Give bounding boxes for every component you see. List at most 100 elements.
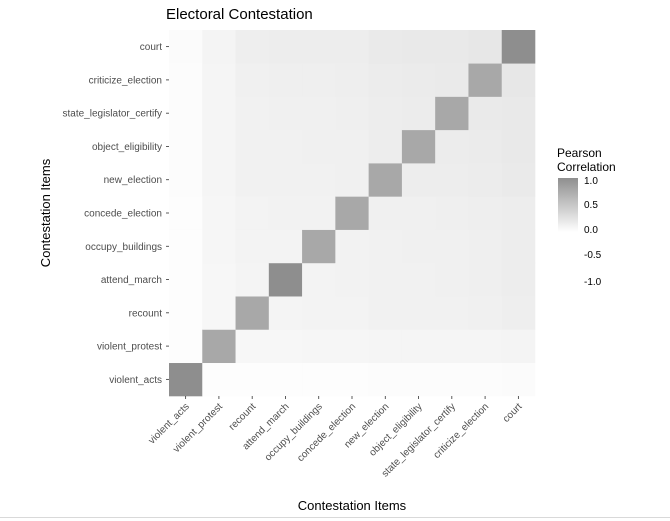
heatmap-cell xyxy=(169,229,203,264)
legend-tick-label: -1.0 xyxy=(584,277,602,288)
legend-colorbar xyxy=(558,178,578,232)
heatmap-cell xyxy=(268,30,303,64)
heatmap-cell xyxy=(401,196,436,230)
heatmap-cell xyxy=(435,296,469,330)
heatmap-cell xyxy=(435,30,469,64)
heatmap-cell xyxy=(235,329,270,364)
heatmap-cell xyxy=(235,229,270,264)
heatmap-cell xyxy=(401,163,436,197)
heatmap-cell xyxy=(335,229,369,264)
heatmap-cell xyxy=(235,63,270,97)
heatmap-cell xyxy=(268,96,303,131)
heatmap-cell xyxy=(335,262,369,297)
heatmap-cell xyxy=(368,63,403,97)
legend-tick-labels: 1.0 0.5 0.0 -0.5 -1.0 xyxy=(584,176,602,288)
heatmap-cell xyxy=(268,229,303,264)
heatmap-cell xyxy=(335,362,369,397)
heatmap-cell xyxy=(268,329,303,364)
y-axis-tick-label: object_eligibility xyxy=(92,142,162,153)
window-bottom-border xyxy=(0,517,670,518)
heatmap-cell xyxy=(335,196,369,230)
heatmap-cell xyxy=(501,329,536,364)
y-axis-tick-label: new_election xyxy=(104,175,162,186)
heatmap-cell xyxy=(235,296,270,330)
legend-tick-label: 1.0 xyxy=(584,176,598,187)
heatmap-cell xyxy=(368,362,403,397)
heatmap-cell xyxy=(501,362,536,397)
heatmap-cell xyxy=(202,362,236,397)
heatmap-cell xyxy=(468,262,503,297)
heatmap-cell xyxy=(202,229,236,264)
heatmap-cell xyxy=(268,63,303,97)
heatmap-cell xyxy=(302,30,336,64)
heatmap-cell xyxy=(368,196,403,230)
heatmap-cell xyxy=(268,196,303,230)
heatmap-cell xyxy=(335,163,369,197)
heatmap-cell xyxy=(335,30,369,64)
heatmap-cell xyxy=(202,129,236,164)
heatmap-cell xyxy=(401,229,436,264)
heatmap-cell xyxy=(401,262,436,297)
heatmap-cell xyxy=(202,63,236,97)
heatmap-cell xyxy=(335,296,369,330)
heatmap-cell xyxy=(435,129,469,164)
heatmap-cell xyxy=(235,362,270,397)
y-axis-label: Contestation Items xyxy=(38,158,53,267)
heatmap-cell xyxy=(401,30,436,64)
heatmap-cell xyxy=(169,129,203,164)
heatmap-cell xyxy=(368,163,403,197)
heatmap-cell xyxy=(268,262,303,297)
heatmap-cell xyxy=(335,63,369,97)
heatmap-cell xyxy=(268,362,303,397)
heatmap-cell xyxy=(302,229,336,264)
heatmap-cell xyxy=(435,262,469,297)
y-axis-tick-label: recount xyxy=(129,308,163,319)
heatmap-cell xyxy=(435,362,469,397)
heatmap-cell xyxy=(435,163,469,197)
y-axis-tick-label: violent_protest xyxy=(97,342,162,353)
heatmap-cell xyxy=(302,63,336,97)
y-axis-tick-label: concede_election xyxy=(84,209,162,220)
heatmap-cell xyxy=(268,163,303,197)
y-axis-tick-label: state_legislator_certify xyxy=(63,109,163,120)
heatmap-cell xyxy=(169,163,203,197)
heatmap-cell xyxy=(468,63,503,97)
heatmap-cell xyxy=(468,296,503,330)
chart-title: Electoral Contestation xyxy=(166,6,313,23)
heatmap-cell xyxy=(169,196,203,230)
heatmap-cell xyxy=(435,229,469,264)
heatmap-cell xyxy=(401,362,436,397)
legend-title-line2: Correlation xyxy=(557,160,616,174)
legend-title-line1: Pearson xyxy=(557,146,602,160)
heatmap-cell xyxy=(368,329,403,364)
heatmap-cell xyxy=(202,296,236,330)
heatmap-cell xyxy=(302,329,336,364)
x-axis-tick-label: occupy_buildings xyxy=(263,401,325,463)
x-axis-tick-label: court xyxy=(501,401,525,425)
x-axis-tick-label: concede_election xyxy=(295,401,358,464)
heatmap-cell xyxy=(302,129,336,164)
heatmap-cell xyxy=(468,229,503,264)
heatmap-cell xyxy=(302,196,336,230)
heatmap-cell xyxy=(202,196,236,230)
color-legend: Pearson Correlation 1.0 0.5 0.0 -0.5 -1.0 xyxy=(557,146,616,288)
heatmap-cell xyxy=(468,30,503,64)
heatmap-cell xyxy=(202,163,236,197)
heatmap-cell xyxy=(235,196,270,230)
heatmap-cell xyxy=(235,30,270,64)
y-axis-tick-label: attend_march xyxy=(101,275,162,286)
y-axis-tick-label: occupy_buildings xyxy=(85,242,162,253)
heatmap-cell xyxy=(169,63,203,97)
heatmap-cell xyxy=(401,129,436,164)
heatmap-cell xyxy=(501,229,536,264)
heatmap-cell xyxy=(335,129,369,164)
legend-tick-label: -0.5 xyxy=(584,250,602,261)
x-axis-label: Contestation Items xyxy=(298,498,407,513)
heatmap-cell xyxy=(468,163,503,197)
heatmap-cell xyxy=(235,163,270,197)
heatmap-cell xyxy=(335,329,369,364)
heatmap-cell xyxy=(401,63,436,97)
heatmap-cell xyxy=(501,163,536,197)
y-axis-tick-labels: violent_acts violent_protest recount attend… xyxy=(63,42,169,386)
